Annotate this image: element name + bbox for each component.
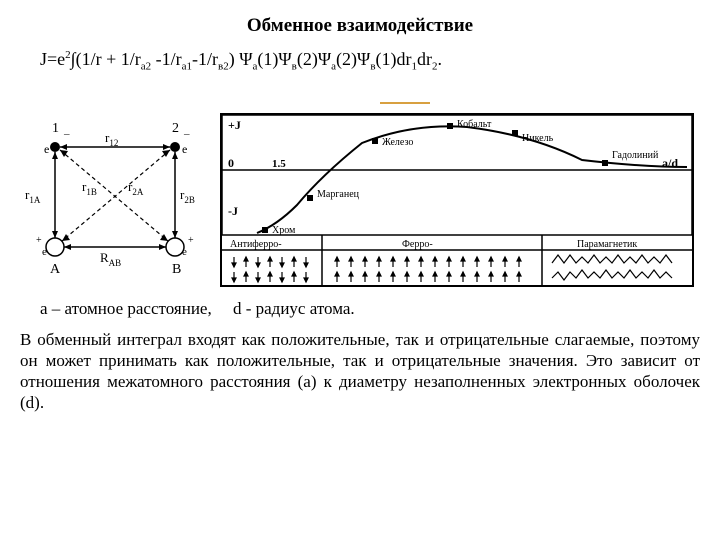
pt-nikel [512,130,518,136]
figure-row: 1 2 – – e e r12 r1A r2B r1B r2A RAB [20,113,700,287]
page-title: Обменное взаимодействие [20,15,700,37]
f-m8: dr [417,49,432,69]
f-prefix: J=e [40,49,65,69]
f-m4: (1)Ψ [257,49,291,69]
lbl-A: A [50,262,61,277]
lbl-plusB: + [188,235,194,246]
lbl-mangan: Марганец [317,189,360,200]
exchange-integral-formula: J=e2∫(1/r + 1/rа2 -1/rа1-1/rв2) Ψа(1)Ψв(… [40,49,700,73]
f-s1: а2 [141,61,151,73]
legend-a: а – атомное расстояние, [40,299,212,318]
f-m2: -1/r [192,49,218,69]
lbl-eminus1: – [63,128,70,140]
lbl-1: 1 [52,121,59,136]
lbl-e2: e [182,142,187,156]
pt-kobalt [447,123,453,129]
bethe-slater-chart: Хром Марганец Железо Кобальт Никель Гадо… [220,113,694,287]
lbl-zhelez: Железо [382,137,413,148]
lbl-RAB: RAB [100,250,121,268]
lbl-zero: 0 [228,156,234,170]
f-m3: ) Ψ [229,49,253,69]
legend-d: d - радиус атома. [233,299,355,318]
lbl-chrom: Хром [272,225,296,236]
f-m1: -1/r [151,49,182,69]
lbl-eminus2: – [183,128,190,140]
f-s2: а1 [182,61,192,73]
lbl-r2A: r2A [128,179,144,197]
lbl-r1B: r1B [82,179,97,197]
lbl-anti: Антиферро- [230,239,282,250]
formula-underline [380,102,430,104]
lbl-15: 1.5 [272,158,286,170]
atomic-diagram: 1 2 – – e e r12 r1A r2B r1B r2A RAB [20,117,210,282]
lbl-eA: e [42,246,47,258]
lbl-plusA: + [36,235,42,246]
lbl-r2B: r2B [180,187,195,205]
pt-chrom [262,227,268,233]
f-end: . [438,49,443,69]
lbl-kobalt: Кобальт [457,119,492,130]
f-int: ∫(1/r + 1/r [71,49,141,69]
body-paragraph: В обменный интеграл входят как положител… [20,329,700,414]
lbl-e1: e [44,142,49,156]
f-s3: в2 [218,61,229,73]
lbl-gadol: Гадолиний [612,150,659,161]
pt-zhelez [372,138,378,144]
lbl-eB: e [182,246,187,258]
f-m5: (2)Ψ [297,49,331,69]
f-m7: (1)dr [376,49,412,69]
lbl-para: Парамагнетик [577,239,637,250]
lbl-r12: r12 [105,130,118,148]
legend-line: а – атомное расстояние, d - радиус атома… [40,299,700,319]
lbl-r1A: r1A [25,187,41,205]
f-m6: (2)Ψ [336,49,370,69]
lbl-ferro: Ферро- [402,239,433,250]
lbl-plusJ: +J [228,118,241,132]
lbl-ad: a/d [662,156,678,170]
lbl-minusJ: -J [228,204,238,218]
lbl-B: B [172,262,181,277]
pt-gadol [602,160,608,166]
lbl-nikel: Никель [522,133,554,144]
lbl-2: 2 [172,121,179,136]
pt-mangan [307,195,313,201]
